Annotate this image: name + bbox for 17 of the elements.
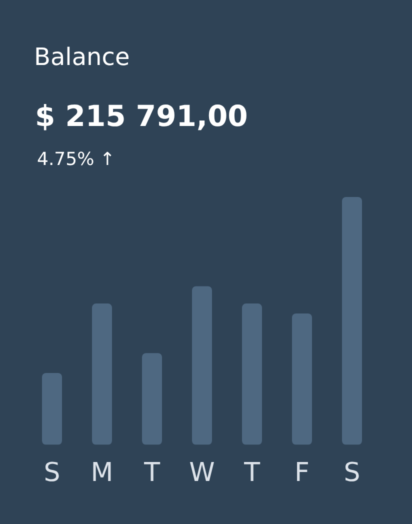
bar <box>192 286 212 445</box>
chart-subtitle: $ 215 791,00 <box>35 99 248 133</box>
x-tick-label: T <box>243 458 260 488</box>
bar <box>42 372 62 445</box>
bar <box>92 304 112 445</box>
text: 4.75% ↑ <box>37 149 115 170</box>
bar <box>142 353 162 445</box>
bar <box>292 313 312 445</box>
x-tick-label: M <box>90 458 114 488</box>
chart-title: Balance <box>34 43 130 71</box>
bar <box>242 304 262 445</box>
x-tick-label: W <box>189 458 215 488</box>
x-tick-label: F <box>294 458 310 488</box>
x-tick-label: S <box>344 458 360 488</box>
bar <box>342 197 362 445</box>
x-tick-label: T <box>143 458 160 488</box>
x-tick-label: S <box>44 458 60 488</box>
